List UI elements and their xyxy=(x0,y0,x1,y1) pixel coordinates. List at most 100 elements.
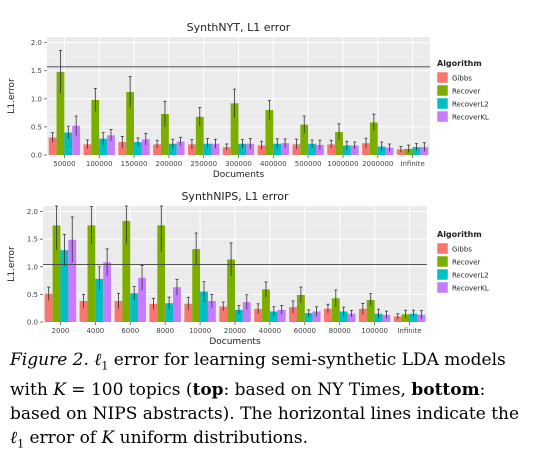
bar-gibbs xyxy=(254,308,263,322)
legend-label-recoverkl: RecoverKL xyxy=(452,285,489,293)
y-axis-label: L1.error xyxy=(7,246,17,282)
bar-recoverkl xyxy=(211,143,220,155)
bar-gibbs xyxy=(327,144,336,155)
legend-synthnips: Algorithm Gibbs Recover RecoverL2 RecoverKL xyxy=(436,230,489,294)
bar-recover xyxy=(56,71,65,155)
bar-recoverkl xyxy=(246,143,255,155)
legend-synthnyt: Algorithm Gibbs Recover RecoverL2 RecoverKL xyxy=(436,59,489,123)
x-tick-label: 10000 xyxy=(189,327,211,335)
bar-recover xyxy=(335,131,343,155)
bar-gibbs xyxy=(289,307,297,322)
bar-recoverkl xyxy=(207,301,216,322)
bar-gibbs xyxy=(44,293,53,322)
bar-gibbs xyxy=(324,308,332,322)
bar-gibbs xyxy=(257,145,266,155)
legend-swatch-recoverl2 xyxy=(436,268,449,281)
x-tick-label: 200000 xyxy=(155,160,182,168)
bar-recover xyxy=(227,259,235,322)
bar-recoverkl xyxy=(173,287,181,322)
bar-recoverl2 xyxy=(342,145,351,155)
bar-gibbs xyxy=(219,306,228,322)
x-tick-label: 8000 xyxy=(156,327,174,335)
bar-recoverl2 xyxy=(412,147,421,155)
y-tick-label: 2.0 xyxy=(27,208,38,216)
legend-title: Algorithm xyxy=(437,59,482,68)
bar-recoverl2 xyxy=(134,142,142,155)
caption-k: K xyxy=(53,380,66,401)
figure-caption: Figure 2. ℓ1 error for learning semi-syn… xyxy=(10,348,530,457)
bar-recover xyxy=(296,294,305,322)
legend-swatch-recover xyxy=(436,84,449,97)
bar-recoverkl xyxy=(312,311,321,322)
bar-recoverl2 xyxy=(269,311,278,322)
bar-gibbs xyxy=(188,144,196,155)
bar-recover xyxy=(300,124,309,155)
x-tick-label: 20000 xyxy=(224,327,246,335)
caption-text-c: : based on NY Times, xyxy=(223,380,412,401)
bar-recover xyxy=(262,289,270,322)
bar-recoverkl xyxy=(68,239,77,322)
caption-bottom: bottom xyxy=(411,380,480,401)
bar-recoverkl xyxy=(350,145,359,155)
x-tick-label: 100000 xyxy=(86,160,113,168)
legend-label-recover: Recover xyxy=(452,259,480,267)
caption-l1-second: ℓ1 xyxy=(10,428,25,451)
bar-recoverkl xyxy=(176,141,185,155)
bar-recoverl2 xyxy=(60,250,69,322)
caption-l1: ℓ1 xyxy=(94,350,109,373)
bar-recoverl2 xyxy=(273,143,282,155)
bar-gibbs xyxy=(114,301,123,322)
x-tick-label: 40000 xyxy=(259,327,281,335)
bar-gibbs xyxy=(396,149,405,155)
legend-swatch-recoverl2 xyxy=(436,97,449,110)
bar-recover xyxy=(265,110,274,155)
legend-label-gibbs: Gibbs xyxy=(452,75,472,83)
x-tick-label: 100000 xyxy=(361,327,388,335)
bar-recover xyxy=(366,299,375,322)
bar-recoverl2 xyxy=(238,143,247,155)
y-tick-label: 0.5 xyxy=(27,291,38,299)
bar-recoverkl xyxy=(72,125,81,155)
x-tick-label: 60000 xyxy=(294,327,316,335)
bar-recoverl2 xyxy=(203,143,212,155)
caption-k-second: K xyxy=(101,428,115,449)
y-tick-label: 1.0 xyxy=(27,263,38,271)
legend-swatch-recoverkl xyxy=(436,110,449,123)
bar-recoverkl xyxy=(277,309,286,322)
bar-recoverkl xyxy=(141,139,150,155)
legend-label-recover: Recover xyxy=(452,88,480,96)
legend-label-recoverl2: RecoverL2 xyxy=(452,272,489,280)
bar-recoverl2 xyxy=(339,311,348,322)
bar-gibbs xyxy=(48,137,57,155)
legend-swatch-recoverkl xyxy=(436,281,449,294)
bar-recover xyxy=(157,225,166,322)
chart-title: SynthNYT, L1 error xyxy=(187,21,291,34)
bar-gibbs xyxy=(292,144,301,155)
bar-recoverkl xyxy=(242,302,251,322)
bar-recover xyxy=(52,225,61,322)
x-tick-label: Infinite xyxy=(397,327,421,335)
bar-recover xyxy=(87,225,96,322)
bar-gibbs xyxy=(362,143,370,155)
bar-recoverl2 xyxy=(64,132,73,155)
bar-recoverl2 xyxy=(168,143,177,155)
x-tick-label: 6000 xyxy=(121,327,139,335)
x-tick-label: Infinite xyxy=(400,160,424,168)
bar-recoverkl xyxy=(138,277,146,322)
bar-recoverkl xyxy=(347,313,356,322)
caption-text-b: = 100 topics ( xyxy=(65,380,193,401)
bar-recover xyxy=(161,113,169,155)
bar-recoverkl xyxy=(281,143,289,155)
bar-recover xyxy=(192,249,201,322)
bar-gibbs xyxy=(153,144,162,155)
y-tick-label: 1.5 xyxy=(31,67,42,75)
bar-recoverl2 xyxy=(308,143,316,155)
y-axis-label: L1.error xyxy=(7,78,17,114)
x-tick-label: 300000 xyxy=(225,160,252,168)
bar-recoverl2 xyxy=(409,313,418,322)
x-tick-label: 500000 xyxy=(295,160,322,168)
y-tick-label: 1.0 xyxy=(31,95,42,103)
y-tick-label: 1.5 xyxy=(27,236,38,244)
y-tick-label: 0.0 xyxy=(31,152,42,160)
legend-swatch-recover xyxy=(436,255,449,268)
